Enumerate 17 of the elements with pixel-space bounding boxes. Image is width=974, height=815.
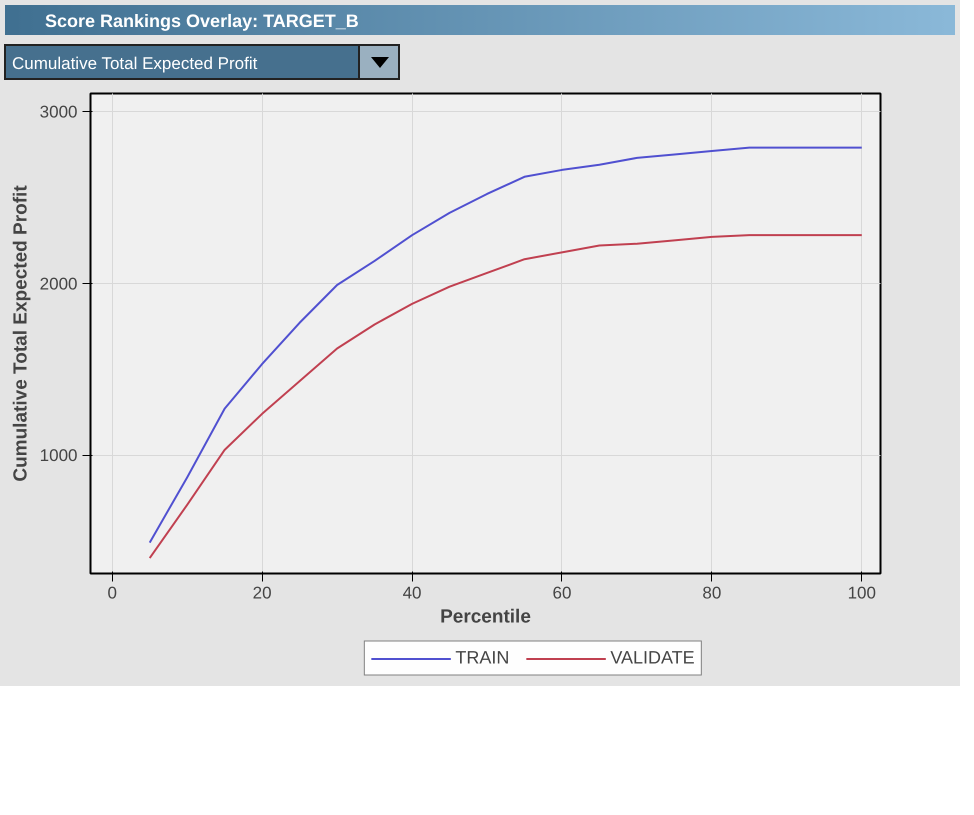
y-axis-title: Cumulative Total Expected Profit [10, 184, 32, 482]
legend-label: VALIDATE [610, 648, 695, 668]
y-tick-label: 2000 [40, 274, 78, 294]
y-tick-label: 1000 [40, 446, 78, 466]
x-tick-label: 80 [702, 584, 722, 602]
x-axis-title: Percentile [440, 606, 531, 628]
line-series [148, 234, 863, 560]
y-tick-label: 3000 [40, 102, 78, 122]
x-tick-label: 0 [108, 584, 117, 602]
line-series [148, 146, 863, 544]
x-tick-label: 100 [848, 584, 876, 602]
chart-title: Score Rankings Overlay: TARGET_B [45, 10, 359, 33]
x-tick-label: 20 [252, 584, 272, 602]
x-tick-label: 60 [552, 584, 572, 602]
legend-label: TRAIN [455, 648, 510, 668]
chart-subtitle: Cumulative Total Expected Profit [12, 53, 258, 75]
x-tick-label: 40 [402, 584, 422, 602]
